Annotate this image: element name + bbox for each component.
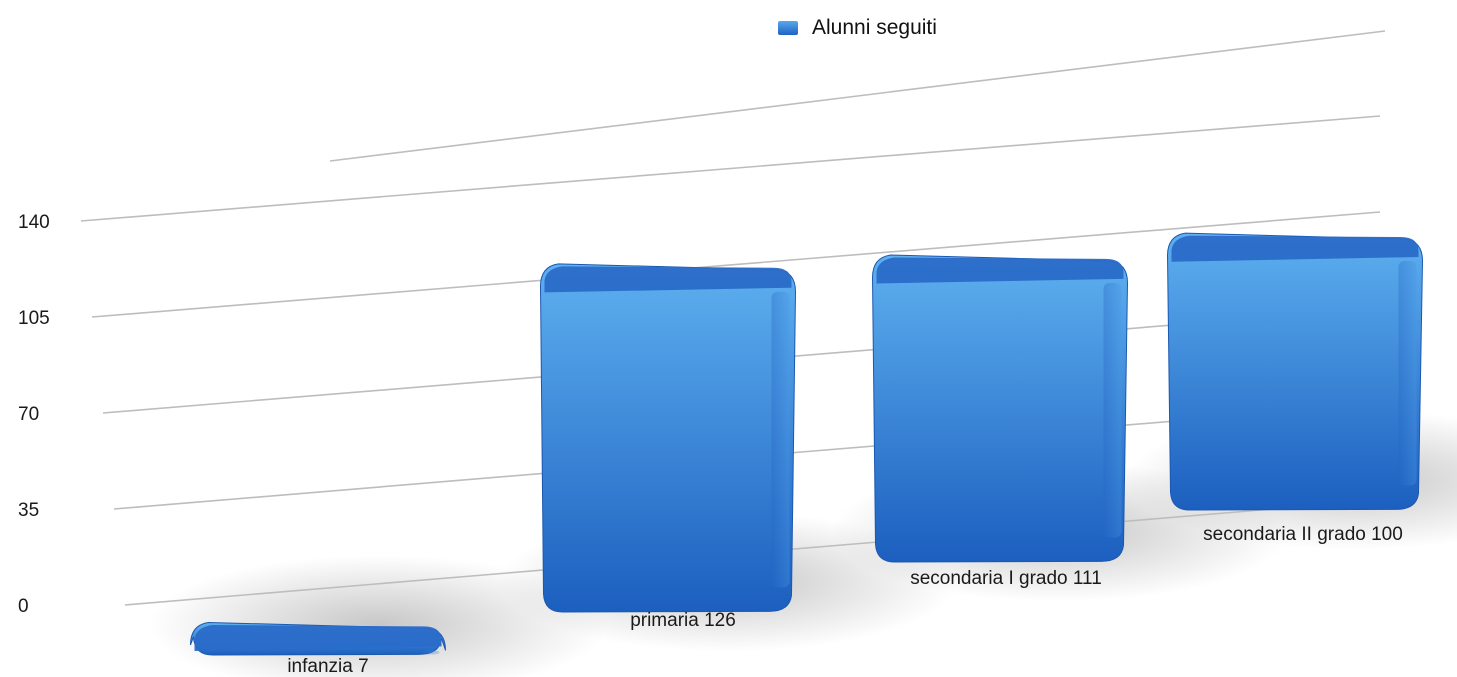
bar-data-label: secondaria I grado 111 [910,568,1102,589]
legend-square-icon [778,21,798,35]
y-tick-label: 35 [18,500,39,521]
gridline [80,115,1381,222]
chart-legend: Alunni seguiti [778,16,937,40]
gridline [91,211,1381,318]
bar [190,621,446,656]
bar [1166,232,1424,511]
legend-label: Alunni seguiti [812,16,937,39]
bar-data-label: infanzia 7 [287,656,368,677]
y-tick-label: 105 [18,308,50,329]
bar [539,263,797,613]
y-tick-label: 140 [18,212,50,233]
bar [871,254,1129,563]
y-tick-label: 0 [18,596,29,617]
y-tick-label: 70 [18,404,39,425]
bar-data-label: secondaria II grado 100 [1203,524,1403,545]
gridline-back [329,30,1386,162]
bar-data-label: primaria 126 [630,610,736,631]
